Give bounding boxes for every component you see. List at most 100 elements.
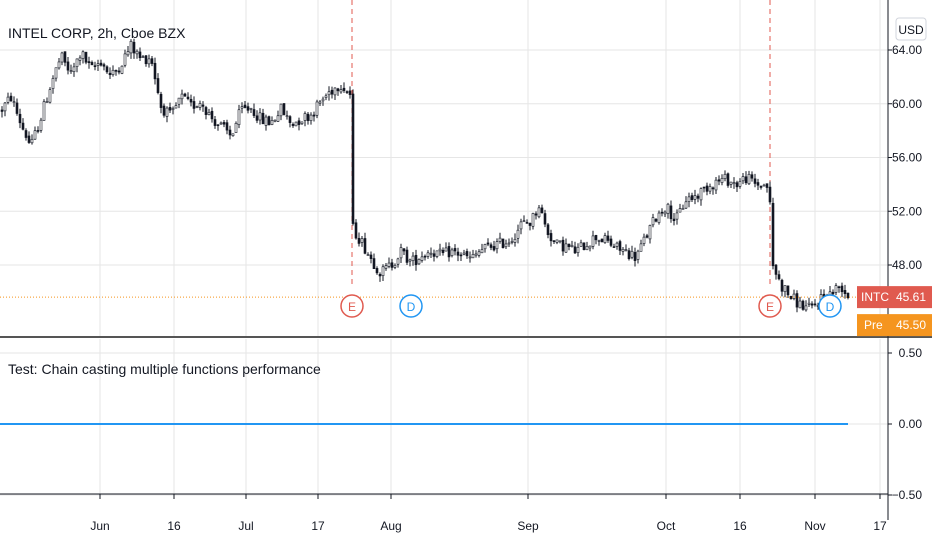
candle-body [642, 236, 646, 244]
candle-body [744, 176, 748, 184]
candle-body [414, 254, 418, 266]
candle-body [285, 115, 289, 117]
candle-body [585, 246, 589, 251]
candle-body [654, 218, 658, 222]
candle-body [615, 242, 619, 247]
earnings-marker[interactable]: E [340, 294, 364, 318]
candle-body [591, 235, 595, 247]
candle-body [342, 87, 346, 91]
candle-body [333, 87, 337, 96]
candle-body [318, 101, 322, 104]
candle-body [843, 290, 847, 295]
candle-body [360, 238, 364, 243]
candle-body [393, 265, 397, 268]
candle-body [225, 122, 229, 131]
candle-body [153, 62, 157, 80]
candle-body [336, 88, 340, 92]
candle-body [402, 248, 406, 252]
candle-body [570, 244, 574, 247]
candle-body [639, 243, 643, 252]
candle-body [831, 291, 835, 295]
candle-body [84, 51, 88, 63]
chart-title: INTEL CORP, 2h, Cboe BZX [8, 25, 186, 41]
candle-body [348, 90, 352, 95]
candle-body [630, 250, 634, 258]
candle-body [594, 235, 598, 241]
candle-body [210, 110, 214, 120]
candle-body [459, 254, 463, 257]
candle-body [114, 70, 118, 72]
candle-body [804, 305, 808, 311]
price-tick-label: 60.00 [892, 97, 922, 111]
candle-body [651, 217, 655, 226]
candle-body [489, 244, 493, 248]
candle-body [714, 179, 718, 191]
candle-body [105, 66, 109, 73]
candle-body [117, 70, 121, 73]
candle-body [519, 221, 523, 230]
candle-body [243, 104, 247, 108]
candle-body [612, 246, 616, 248]
currency-button[interactable]: USD [895, 17, 927, 41]
candle-body [792, 293, 796, 299]
candle-body [597, 240, 601, 242]
indicator-title: Test: Chain casting multiple functions p… [8, 361, 321, 377]
candle-body [540, 207, 544, 213]
candle-body [75, 58, 79, 67]
candle-body [186, 96, 190, 99]
candle-body [729, 181, 733, 185]
candle-body [306, 113, 310, 121]
candle-body [708, 186, 712, 192]
candle-body [552, 240, 556, 243]
candle-body [522, 220, 526, 223]
candle-body [732, 182, 736, 185]
candle-body [294, 121, 298, 127]
candle-body [603, 235, 607, 243]
candle-body [675, 212, 679, 220]
candle-body [438, 248, 442, 252]
earnings-marker[interactable]: E [758, 294, 782, 318]
time-tick-label: 16 [733, 519, 747, 533]
dividend-marker[interactable]: D [399, 294, 423, 318]
candle-body [813, 303, 817, 306]
candle-body [372, 258, 376, 269]
candle-body [165, 107, 169, 117]
candle-body [513, 238, 517, 243]
candle-body [795, 293, 799, 308]
candle-body [12, 101, 16, 103]
candle-body [141, 56, 145, 58]
candle-body [45, 101, 49, 103]
candle-body [798, 300, 802, 309]
candle-body [147, 58, 151, 65]
candle-body [765, 183, 769, 188]
candle-body [417, 259, 421, 265]
candle-body [204, 107, 208, 115]
dividend-marker[interactable]: D [818, 294, 842, 318]
candle-body [339, 89, 343, 93]
candle-body [312, 114, 316, 117]
candle-body [33, 130, 37, 140]
candle-body [549, 233, 553, 242]
candle-body [507, 242, 511, 245]
candle-body [273, 119, 277, 122]
candle-body [171, 108, 175, 110]
candle-body [198, 103, 202, 108]
time-tick-label: 16 [167, 519, 181, 533]
candle-body [645, 235, 649, 238]
time-tick-label: Oct [657, 519, 676, 533]
candle-body [621, 248, 625, 252]
candle-body [588, 245, 592, 249]
candle-body [768, 186, 772, 203]
candle-body [786, 285, 790, 296]
candle-body [138, 51, 142, 59]
candle-body [735, 182, 739, 188]
candle-body [531, 213, 535, 227]
candle-body [303, 113, 307, 121]
candle-body [330, 89, 334, 95]
candle-body [528, 222, 532, 226]
candle-body [759, 185, 763, 188]
candle-body [108, 72, 112, 76]
candle-body [390, 262, 394, 268]
